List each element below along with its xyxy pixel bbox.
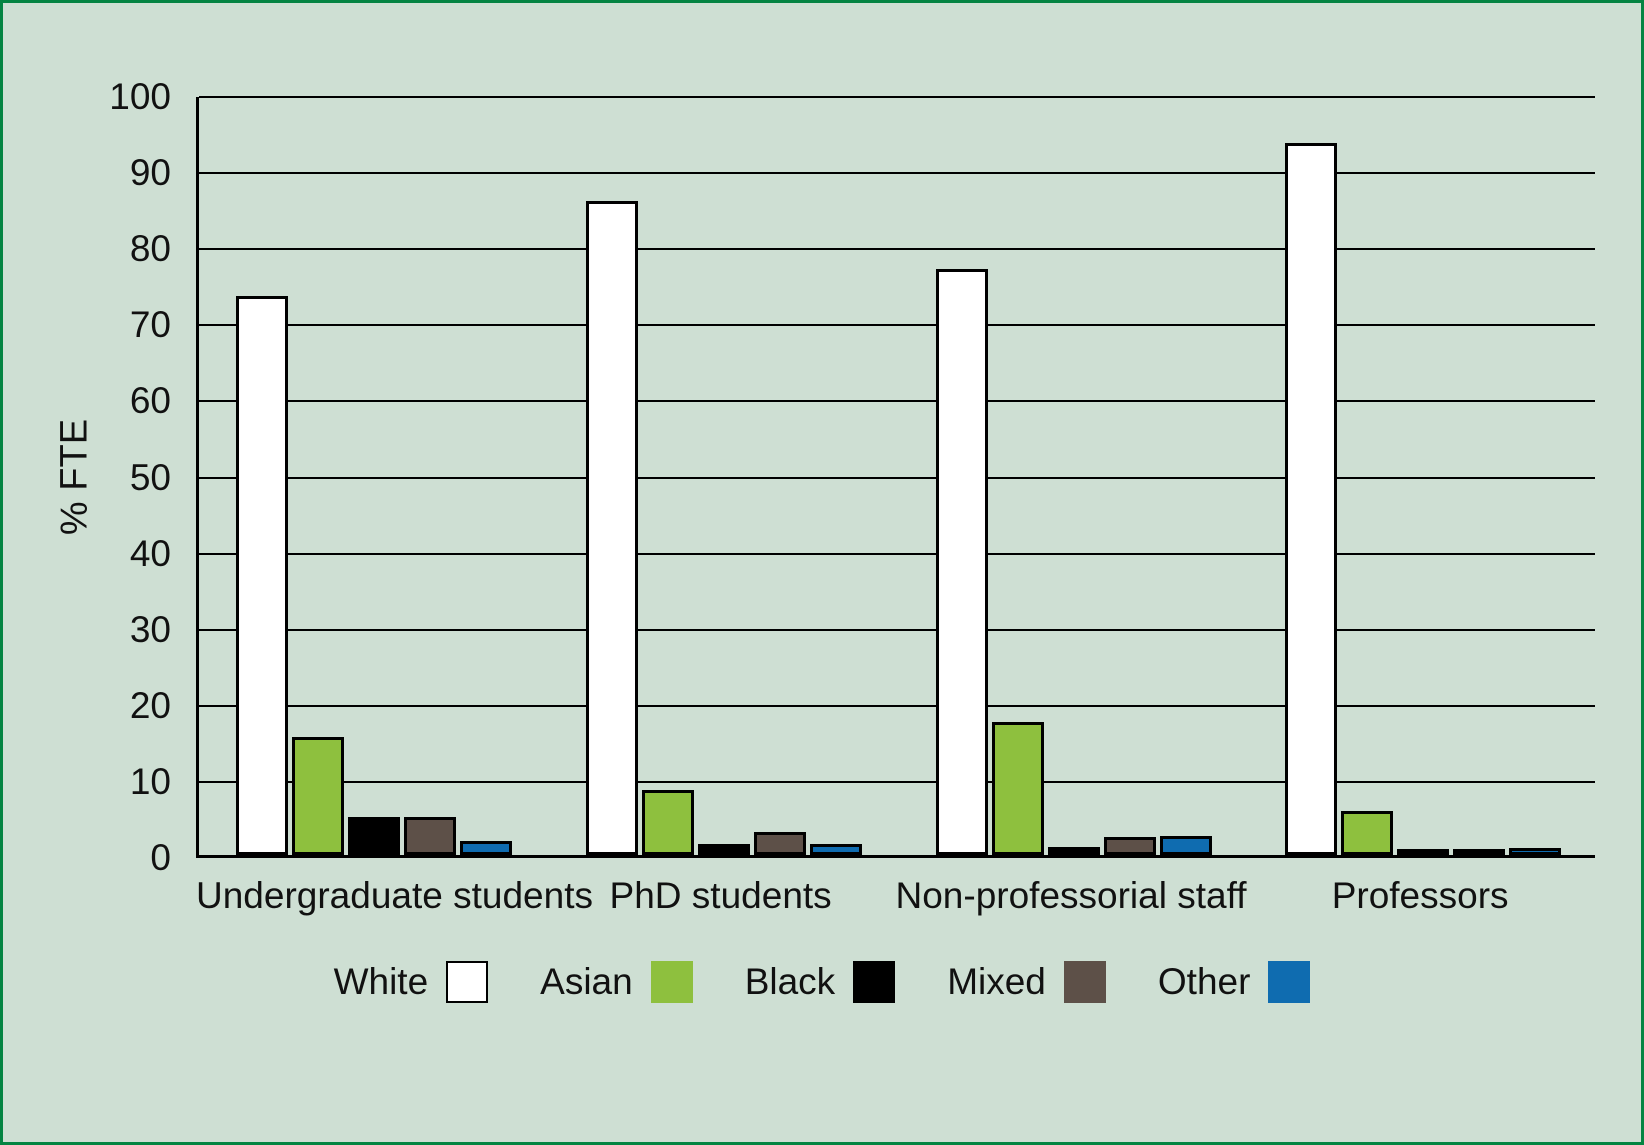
legend-label-white: White — [333, 961, 429, 1002]
gridline-70 — [199, 324, 1595, 327]
y-tick-label-30: 30 — [129, 608, 171, 650]
bar-other-professors — [1509, 848, 1562, 855]
legend-label-asian: Asian — [540, 961, 633, 1002]
bar-mixed-undergraduate-students — [404, 817, 456, 855]
legend-swatch-asian — [650, 961, 693, 1003]
bar-mixed-phd-students — [753, 832, 806, 855]
bar-asian-phd-students — [641, 790, 694, 855]
y-tick-label-90: 90 — [129, 152, 171, 194]
bar-black-undergraduate-students — [348, 817, 400, 855]
legend-label-other: Other — [1157, 961, 1251, 1002]
bar-white-professors — [1285, 143, 1338, 855]
legend-item-other: Other — [1158, 961, 1311, 1003]
x-category-label-undergraduate-students: Undergraduate students — [196, 875, 593, 916]
legend-swatch-white — [446, 961, 489, 1003]
y-tick-label-0: 0 — [150, 837, 171, 878]
gridline-90 — [199, 172, 1595, 175]
bar-black-professors — [1397, 849, 1450, 855]
legend-label-mixed: Mixed — [947, 961, 1046, 1002]
bar-white-undergraduate-students — [236, 296, 288, 855]
gridline-50 — [199, 476, 1595, 479]
bar-white-phd-students — [585, 201, 638, 855]
bar-black-phd-students — [697, 844, 750, 855]
bar-asian-undergraduate-students — [292, 737, 344, 855]
legend-swatch-mixed — [1063, 961, 1106, 1003]
x-category-label-non-professorial-staff: Non-professorial staff — [895, 875, 1247, 916]
legend-item-asian: Asian — [540, 961, 693, 1003]
bar-white-non-professorial-staff — [935, 269, 988, 855]
bar-mixed-professors — [1453, 849, 1506, 855]
y-tick-label-40: 40 — [129, 532, 171, 574]
y-tick-label-60: 60 — [129, 380, 171, 422]
legend: White Asian Black Mixed Other — [3, 961, 1641, 1003]
gridline-40 — [199, 552, 1595, 555]
y-tick-label-100: 100 — [109, 76, 171, 117]
x-category-label-professors: Professors — [1331, 875, 1509, 916]
x-category-label-phd-students: PhD students — [609, 875, 832, 916]
bar-asian-non-professorial-staff — [991, 722, 1044, 855]
legend-label-black: Black — [744, 961, 836, 1002]
y-tick-label-70: 70 — [129, 304, 171, 346]
gridline-60 — [199, 400, 1595, 403]
bar-mixed-non-professorial-staff — [1103, 837, 1156, 855]
legend-item-mixed: Mixed — [947, 961, 1106, 1003]
y-tick-label-50: 50 — [129, 456, 171, 498]
y-tick-label-80: 80 — [129, 228, 171, 270]
bar-asian-professors — [1341, 811, 1394, 855]
gridline-10 — [199, 780, 1595, 783]
gridline-80 — [199, 248, 1595, 251]
y-tick-label-20: 20 — [129, 684, 171, 726]
legend-swatch-black — [853, 961, 896, 1003]
bar-other-undergraduate-students — [460, 841, 512, 855]
plot-area — [196, 96, 1595, 858]
legend-item-white: White — [334, 961, 489, 1003]
gridline-20 — [199, 704, 1595, 707]
legend-item-black: Black — [744, 961, 896, 1003]
bar-black-non-professorial-staff — [1047, 847, 1100, 855]
legend-swatch-other — [1268, 961, 1311, 1003]
gridline-100 — [199, 96, 1595, 98]
gridline-30 — [199, 628, 1595, 631]
y-tick-label-10: 10 — [129, 760, 171, 802]
bar-other-phd-students — [809, 844, 862, 855]
bar-other-non-professorial-staff — [1159, 836, 1212, 855]
